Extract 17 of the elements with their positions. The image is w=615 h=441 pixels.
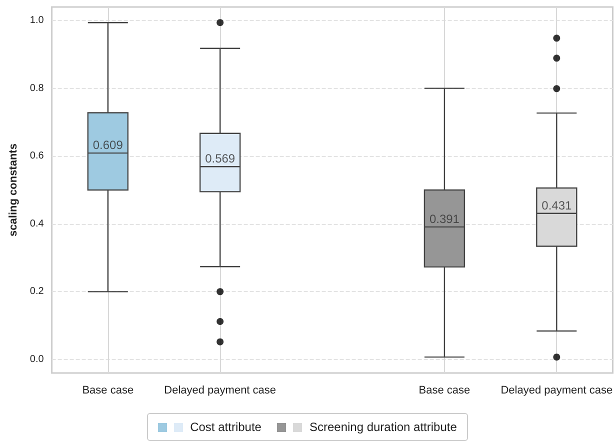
text: 0.391: [429, 212, 460, 226]
x-tick-label: Delayed payment case: [500, 384, 613, 396]
text: 0.431: [542, 198, 572, 212]
text: 0.569: [205, 152, 236, 166]
legend-label: Cost attribute: [190, 420, 262, 434]
legend-label: Screening duration attribute: [309, 420, 457, 434]
x-tick-label: Delayed payment case: [164, 384, 276, 396]
y-tick-label: 0.0: [30, 354, 44, 365]
x-tick-label: Base case: [82, 384, 134, 396]
y-tick-label: 0.8: [30, 82, 44, 94]
y-tick-label: 1.0: [30, 15, 44, 26]
y-tick-label: 0.4: [30, 218, 44, 230]
y-tick-label: 0.2: [30, 286, 44, 298]
x-tick-label: Base case: [418, 384, 470, 396]
y-tick-label: 0.6: [30, 150, 44, 162]
y-axis-title: scaling constants: [8, 144, 20, 236]
text: 0.609: [92, 138, 123, 152]
